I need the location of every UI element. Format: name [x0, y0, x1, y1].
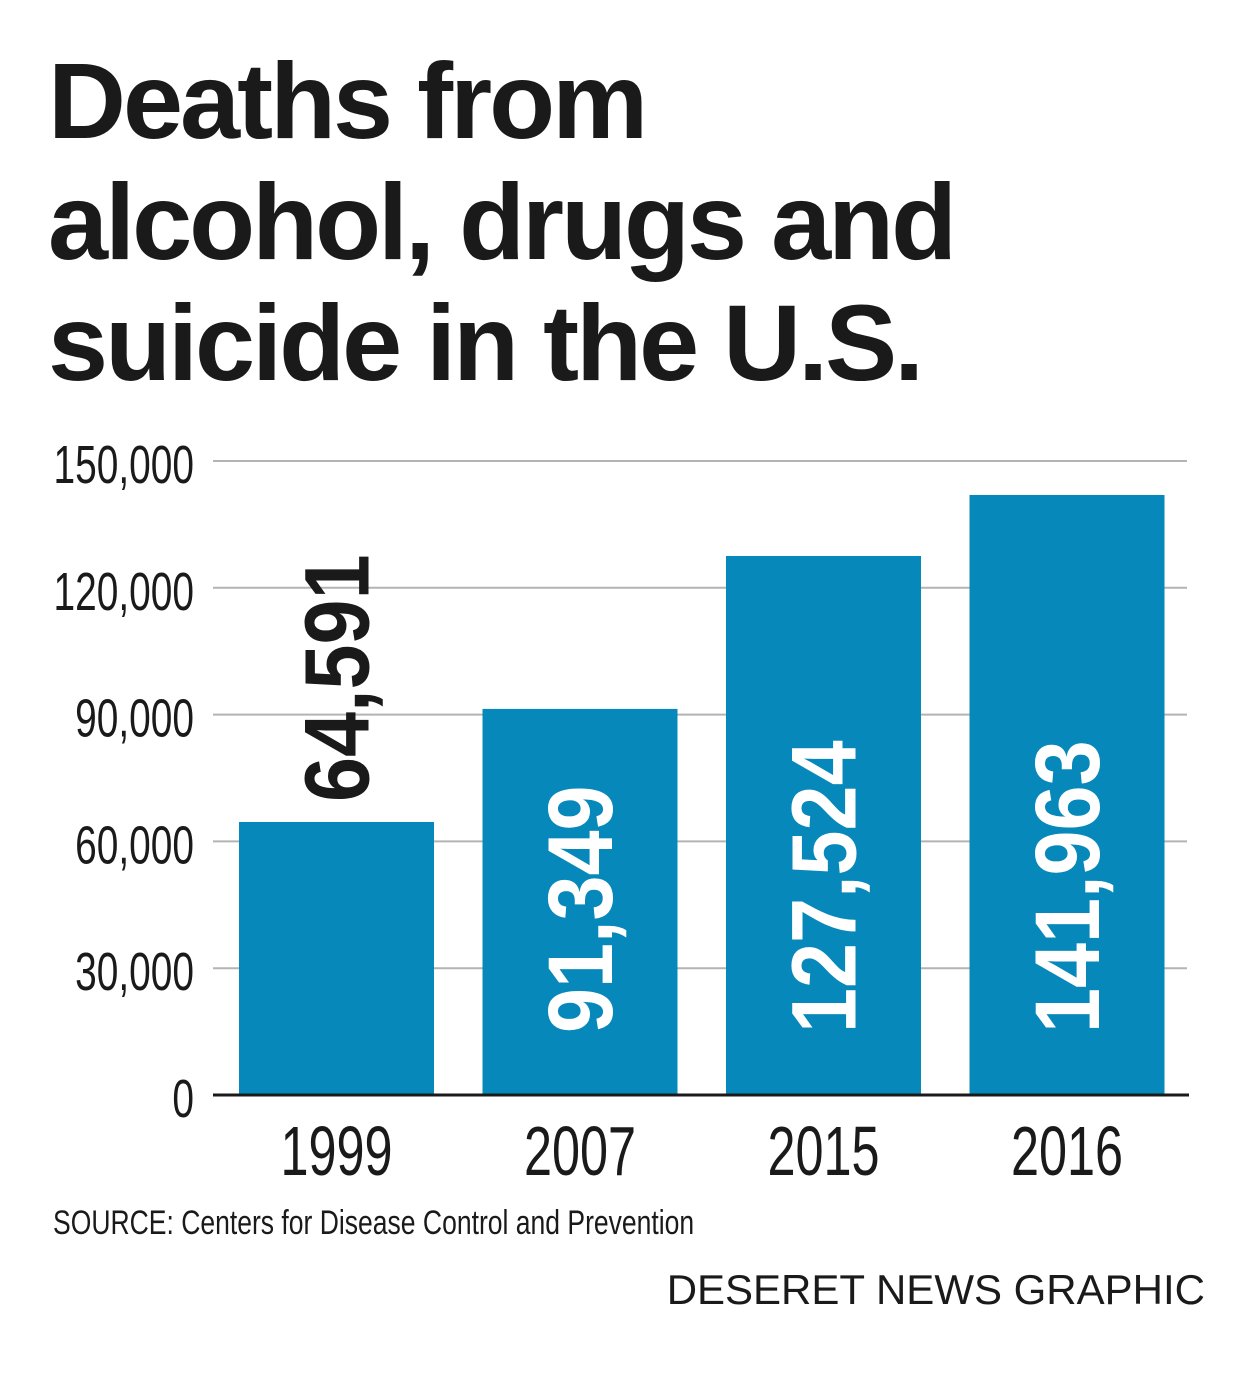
x-category-label: 2016 — [1011, 1112, 1123, 1190]
bar — [726, 555, 921, 1095]
y-tick-label: 90,000 — [75, 687, 194, 748]
bar — [482, 708, 678, 1095]
title-line-1: Deaths from — [48, 40, 648, 161]
bar-data-label: 127,524 — [774, 740, 876, 1033]
y-tick-label: 30,000 — [75, 941, 194, 1002]
bar-data-label: 141,963 — [1017, 740, 1119, 1033]
y-tick-label: 150,000 — [53, 434, 194, 495]
title-line-3: suicide in the U.S. — [48, 282, 924, 403]
y-tick-label: 0 — [172, 1068, 194, 1129]
x-category-label: 2007 — [524, 1112, 636, 1190]
bar-data-label: 64,591 — [287, 554, 389, 802]
bar-data-label: 91,349 — [530, 785, 632, 1033]
source-note: SOURCE: Centers for Disease Control and … — [53, 1204, 695, 1242]
bar — [239, 821, 434, 1095]
graphic-credit: DESERET NEWS GRAPHIC — [666, 1266, 1205, 1313]
bar — [969, 494, 1165, 1095]
y-tick-label: 120,000 — [53, 560, 194, 621]
title-line-2: alcohol, drugs and — [48, 161, 957, 282]
x-category-label: 2015 — [767, 1112, 879, 1190]
x-category-label: 1999 — [280, 1112, 392, 1190]
chart-title: Deaths from alcohol, drugs and suicide i… — [48, 40, 1228, 403]
y-tick-label: 60,000 — [75, 814, 194, 875]
